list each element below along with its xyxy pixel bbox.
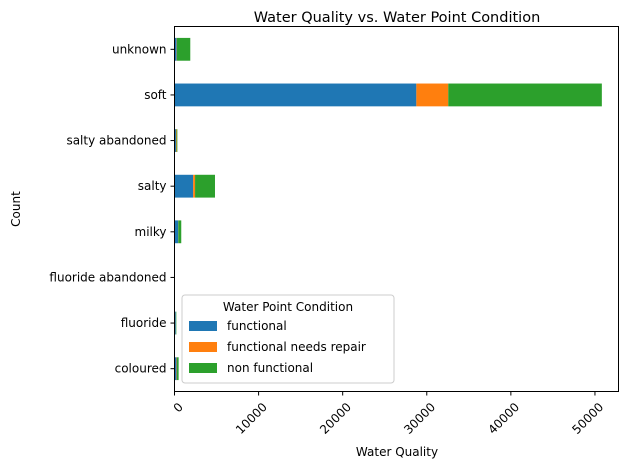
chart-title: Water Quality vs. Water Point Condition (254, 10, 541, 26)
y-axis-title: Count (9, 191, 23, 227)
bar-unknown-non-functional (177, 37, 191, 61)
x-tick-label: 20000 (317, 400, 354, 437)
y-tick-label: unknown (112, 42, 167, 56)
legend-swatch-functional-needs-repair (189, 342, 217, 352)
y-axis-ticks: coloured fluoride fluoride abandoned milky s… (49, 42, 175, 376)
legend-frame (181, 294, 395, 384)
y-tick-label: soft (144, 88, 167, 102)
bar-salty-non-functional (195, 174, 215, 198)
x-tick-label: 40000 (485, 400, 522, 437)
bar-salty-functional (174, 174, 194, 198)
bar-milky-functional (174, 220, 179, 244)
bar-unknown-functional (174, 37, 177, 61)
x-tick-label: 30000 (401, 400, 438, 437)
legend-swatch-functional (189, 321, 217, 331)
x-tick-label: 0 (171, 400, 186, 415)
y-tick-label: salty (138, 179, 167, 193)
legend-swatch-non-functional (189, 363, 217, 373)
bar-salty-functional-needs-repair (193, 174, 196, 198)
bar-soft-functional (174, 83, 417, 107)
y-tick-label: fluoride (121, 316, 167, 330)
legend: Water Point Condition functional function… (181, 294, 395, 384)
bar-salty-abandoned-non-functional (176, 129, 178, 152)
bar-milky-non-functional (178, 220, 182, 244)
y-tick-label: fluoride abandoned (49, 270, 166, 284)
y-tick-label: coloured (115, 362, 167, 376)
bar-coloured-non-functional (177, 357, 179, 381)
y-tick-label: salty abandoned (66, 134, 166, 148)
bar-soft-non-functional (448, 83, 602, 107)
bars-layer (174, 37, 602, 381)
bar-coloured-functional (174, 357, 177, 381)
plot-frame (174, 26, 619, 392)
x-tick-label: 50000 (569, 400, 606, 437)
x-axis-ticks: 0 10000 20000 30000 40000 50000 (171, 391, 606, 437)
y-tick-label: milky (135, 225, 167, 239)
bar-salty-abandoned-functional (174, 129, 176, 152)
bar-salty-abandoned-functional-needs-repair (175, 129, 177, 152)
legend-label: functional needs repair (227, 340, 366, 354)
legend-title: Water Point Condition (223, 300, 353, 314)
x-tick-label: 10000 (233, 400, 270, 437)
bar-fluoride-functional (174, 311, 176, 335)
x-axis-title: Water Quality (356, 445, 438, 459)
legend-label: non functional (227, 361, 313, 375)
bar-soft-functional-needs-repair (416, 83, 449, 107)
legend-label: functional (227, 319, 287, 333)
